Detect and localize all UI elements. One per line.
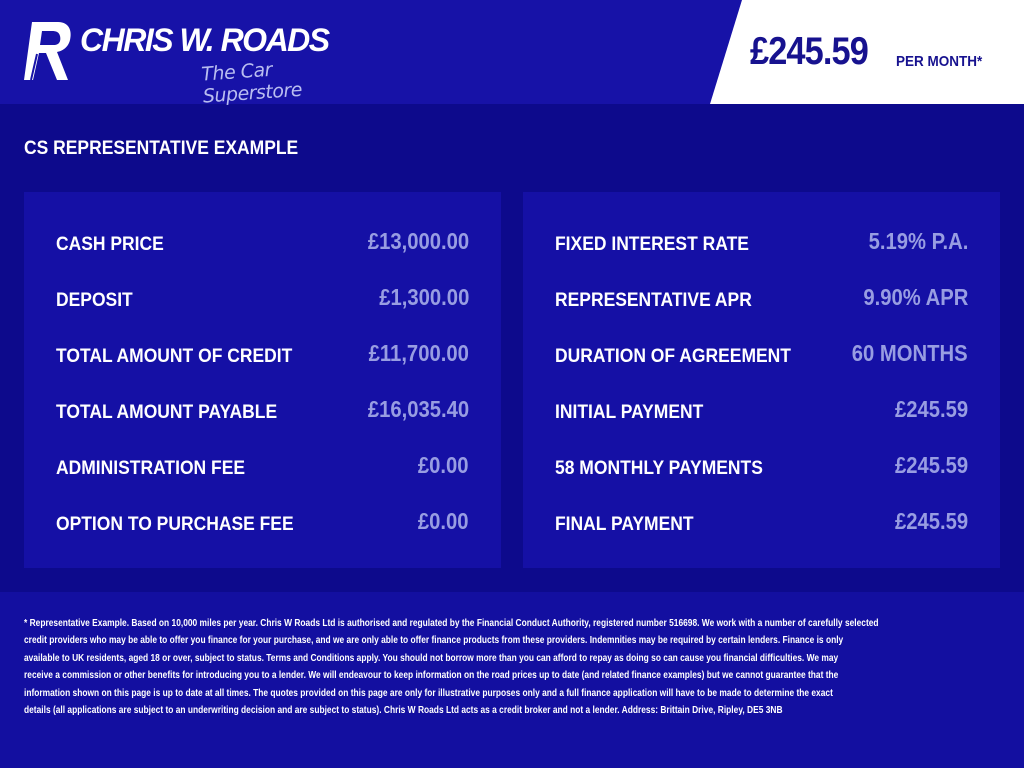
monthly-price-label: PER MONTH* (896, 53, 983, 70)
finance-row: DURATION OF AGREEMENT 60 MONTHS (555, 340, 968, 370)
section-title: CS REPRESENTATIVE EXAMPLE (24, 138, 299, 159)
finance-row: FIXED INTEREST RATE 5.19% P.A. (555, 228, 968, 258)
finance-label: 58 MONTHLY PAYMENTS (555, 458, 763, 479)
disclaimer-line: * Representative Example. Based on 10,00… (24, 617, 879, 629)
finance-value: £16,035.40 (367, 396, 469, 422)
finance-label: OPTION TO PURCHASE FEE (56, 514, 294, 535)
finance-row: INITIAL PAYMENT £245.59 (555, 396, 968, 426)
finance-row: CASH PRICE £13,000.00 (56, 228, 469, 258)
finance-value: 9.90% APR (863, 284, 968, 310)
finance-value: 5.19% P.A. (868, 228, 968, 254)
header: CHRIS W. ROADS The Car Superstore £245.5… (0, 0, 1024, 108)
finance-row: OPTION TO PURCHASE FEE £0.00 (56, 508, 469, 538)
disclaimer-line: available to UK residents, aged 18 or ov… (24, 651, 839, 664)
finance-label: TOTAL AMOUNT OF CREDIT (56, 346, 293, 367)
monthly-price-box: £245.59 PER MONTH* (710, 0, 1024, 104)
finance-value: £1,300.00 (378, 284, 469, 310)
finance-value: 60 MONTHS (852, 340, 968, 366)
finance-value: £13,000.00 (367, 228, 469, 254)
brand-tagline: The Car Superstore (200, 58, 303, 108)
finance-row: FINAL PAYMENT £245.59 (555, 508, 968, 538)
finance-panel-left: CASH PRICE £13,000.00 DEPOSIT £1,300.00 TOTA… (24, 192, 501, 568)
finance-value: £245.59 (894, 452, 968, 478)
finance-label: TOTAL AMOUNT PAYABLE (56, 402, 278, 423)
finance-value: £11,700.00 (368, 340, 469, 366)
finance-label: FINAL PAYMENT (555, 514, 694, 535)
finance-value: £245.59 (894, 396, 968, 422)
brand-name: CHRIS W. ROADS (80, 22, 330, 58)
monthly-price: £245.59 (750, 30, 869, 73)
finance-row: 58 MONTHLY PAYMENTS £245.59 (555, 452, 968, 482)
finance-row: REPRESENTATIVE APR 9.90% APR (555, 284, 968, 314)
finance-label: DURATION OF AGREEMENT (555, 346, 791, 367)
disclaimer-line: information shown on this page is up to … (24, 686, 833, 699)
finance-label: CASH PRICE (56, 234, 164, 255)
finance-row: TOTAL AMOUNT PAYABLE £16,035.40 (56, 396, 469, 426)
finance-value: £0.00 (418, 508, 469, 534)
disclaimer-footer: * Representative Example. Based on 10,00… (0, 592, 1024, 768)
finance-label: ADMINISTRATION FEE (56, 458, 246, 479)
finance-label: DEPOSIT (56, 290, 133, 311)
finance-value: £0.00 (418, 452, 469, 478)
disclaimer-line: receive a commission or other benefits f… (24, 669, 839, 682)
finance-panel-right: FIXED INTEREST RATE 5.19% P.A. REPRESENTAT… (523, 192, 1000, 568)
finance-row: TOTAL AMOUNT OF CREDIT £11,700.00 (56, 340, 469, 370)
finance-row: DEPOSIT £1,300.00 (56, 284, 469, 314)
finance-row: ADMINISTRATION FEE £0.00 (56, 452, 469, 482)
finance-label: REPRESENTATIVE APR (555, 290, 752, 311)
logo-r-icon (24, 22, 71, 81)
disclaimer-line: credit providers who may be able to offe… (24, 634, 844, 647)
disclaimer-text: * Representative Example. Based on 10,00… (24, 615, 879, 719)
finance-label: INITIAL PAYMENT (555, 402, 704, 423)
finance-value: £245.59 (894, 508, 968, 534)
brand-logo[interactable]: CHRIS W. ROADS The Car Superstore (24, 20, 364, 108)
disclaimer-line: details (all applications are subject to… (24, 704, 783, 717)
finance-label: FIXED INTEREST RATE (555, 234, 749, 255)
